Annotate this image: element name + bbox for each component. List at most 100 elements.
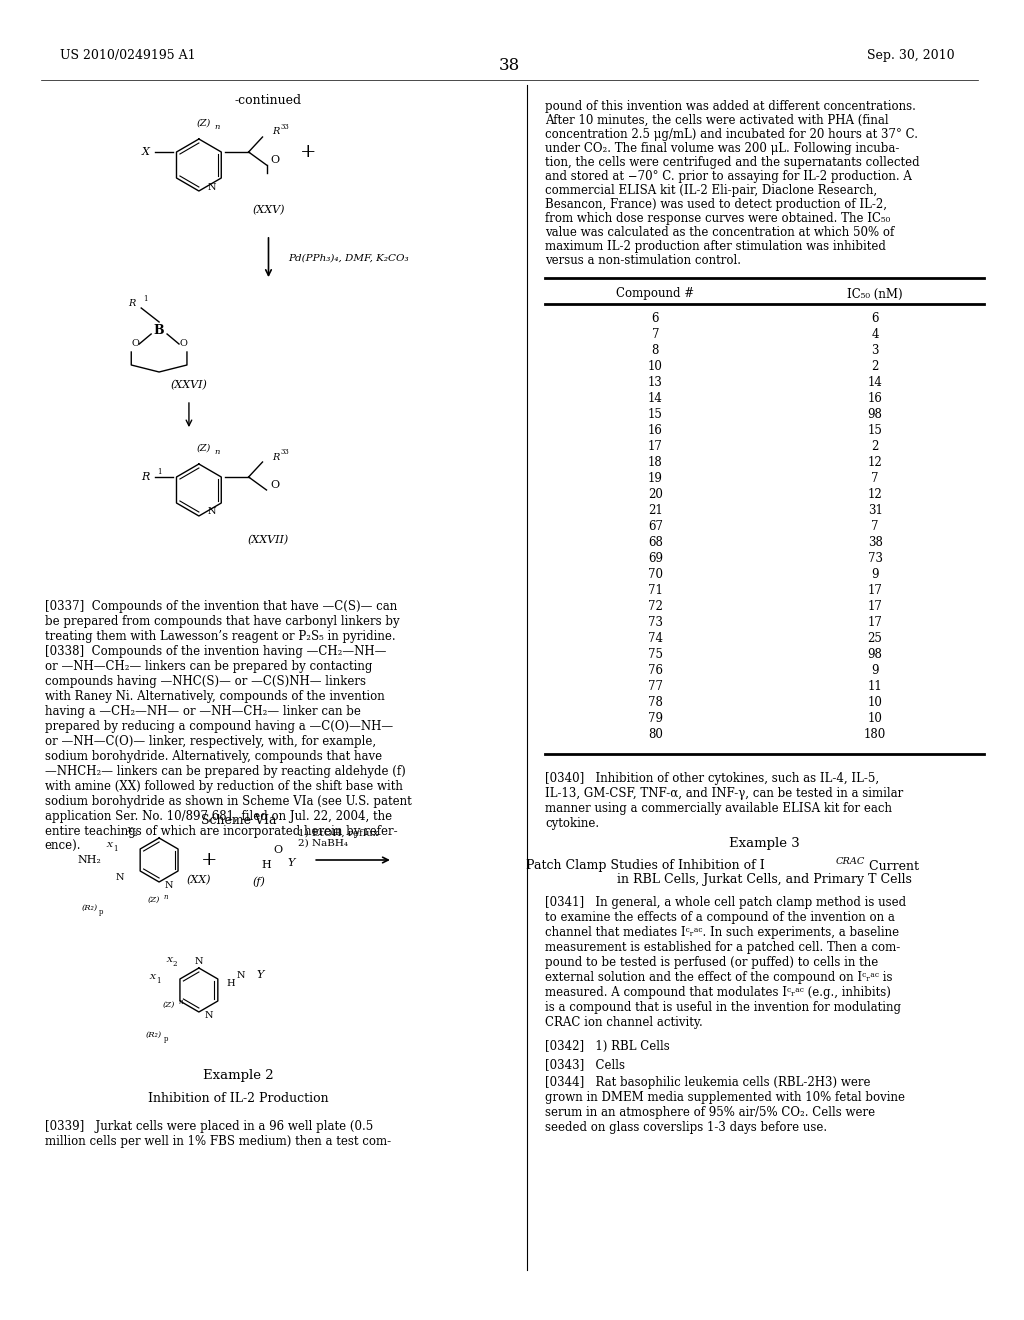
Text: Example 3: Example 3 — [729, 837, 800, 850]
Text: After 10 minutes, the cells were activated with PHA (final: After 10 minutes, the cells were activat… — [545, 114, 889, 127]
Text: 4: 4 — [871, 327, 879, 341]
Text: (R₂): (R₂) — [82, 904, 97, 912]
Text: 2: 2 — [173, 960, 177, 968]
Text: 70: 70 — [648, 568, 663, 581]
Text: 31: 31 — [867, 503, 883, 516]
Text: Example 2: Example 2 — [204, 1068, 274, 1081]
Text: 3: 3 — [871, 343, 879, 356]
Text: N: N — [205, 1011, 213, 1019]
Text: 69: 69 — [648, 552, 663, 565]
Text: n: n — [164, 894, 168, 902]
Text: n: n — [214, 123, 219, 131]
Text: 14: 14 — [648, 392, 663, 404]
Text: O: O — [270, 154, 279, 165]
Text: 79: 79 — [648, 711, 663, 725]
Text: N: N — [165, 880, 173, 890]
Text: H: H — [261, 861, 271, 870]
Text: 16: 16 — [648, 424, 663, 437]
Text: 12: 12 — [867, 455, 883, 469]
Text: concentration 2.5 μg/mL) and incubated for 20 hours at 37° C.: concentration 2.5 μg/mL) and incubated f… — [545, 128, 918, 141]
Text: 16: 16 — [867, 392, 883, 404]
Text: [0340]   Inhibition of other cytokines, such as IL-4, IL-5,
IL-13, GM-CSF, TNF-α: [0340] Inhibition of other cytokines, su… — [545, 772, 903, 830]
Text: 33: 33 — [281, 447, 289, 455]
Text: 38: 38 — [499, 57, 520, 74]
Text: from which dose response curves were obtained. The IC₅₀: from which dose response curves were obt… — [545, 213, 890, 224]
Text: Scheme VIa: Scheme VIa — [201, 813, 276, 826]
Text: X: X — [106, 841, 113, 849]
Text: Y: Y — [288, 858, 295, 869]
Text: p: p — [99, 908, 103, 916]
Text: 1: 1 — [143, 294, 147, 304]
Text: 71: 71 — [648, 583, 663, 597]
Text: 1: 1 — [113, 845, 118, 853]
Text: p: p — [164, 1035, 168, 1043]
Text: versus a non-stimulation control.: versus a non-stimulation control. — [545, 253, 741, 267]
Text: Current: Current — [865, 859, 920, 873]
Text: X: X — [166, 956, 172, 964]
Text: commercial ELISA kit (IL-2 Eli-pair, Diaclone Research,: commercial ELISA kit (IL-2 Eli-pair, Dia… — [545, 183, 878, 197]
Text: Inhibition of IL-2 Production: Inhibition of IL-2 Production — [148, 1092, 329, 1105]
Text: CRAC: CRAC — [836, 857, 864, 866]
Text: 180: 180 — [864, 727, 886, 741]
Text: 7: 7 — [871, 471, 879, 484]
Text: 20: 20 — [648, 487, 663, 500]
Text: [0344]   Rat basophilic leukemia cells (RBL-2H3) were
grown in DMEM media supple: [0344] Rat basophilic leukemia cells (RB… — [545, 1076, 905, 1134]
Text: R: R — [272, 128, 280, 136]
Text: 2: 2 — [133, 830, 137, 838]
Text: 68: 68 — [648, 536, 663, 549]
Text: 7: 7 — [871, 520, 879, 532]
Text: 1) EtOH, reflux
2) NaBH₄: 1) EtOH, reflux 2) NaBH₄ — [298, 829, 379, 847]
Text: 21: 21 — [648, 503, 663, 516]
Text: 18: 18 — [648, 455, 663, 469]
Text: 80: 80 — [648, 727, 663, 741]
Text: [0339]   Jurkat cells were placed in a 96 well plate (0.5
million cells per well: [0339] Jurkat cells were placed in a 96 … — [45, 1119, 391, 1148]
Text: n: n — [214, 447, 219, 455]
Text: O: O — [131, 339, 139, 348]
Text: and stored at −70° C. prior to assaying for IL-2 production. A: and stored at −70° C. prior to assaying … — [545, 170, 911, 183]
Text: 10: 10 — [648, 359, 663, 372]
Text: pound of this invention was added at different concentrations.: pound of this invention was added at dif… — [545, 100, 915, 114]
Text: 7: 7 — [651, 327, 659, 341]
Text: tion, the cells were centrifuged and the supernatants collected: tion, the cells were centrifuged and the… — [545, 156, 920, 169]
Text: R: R — [128, 300, 135, 309]
Text: 76: 76 — [648, 664, 663, 676]
Text: maximum IL-2 production after stimulation was inhibited: maximum IL-2 production after stimulatio… — [545, 240, 886, 253]
Text: +: + — [300, 143, 316, 161]
Text: 10: 10 — [867, 696, 883, 709]
Text: US 2010/0249195 A1: US 2010/0249195 A1 — [59, 49, 196, 62]
Text: 17: 17 — [867, 615, 883, 628]
Text: Besancon, France) was used to detect production of IL-2,: Besancon, France) was used to detect pro… — [545, 198, 887, 211]
Text: B: B — [154, 323, 165, 337]
Text: R: R — [140, 473, 150, 482]
Text: O: O — [273, 845, 283, 855]
Text: 33: 33 — [281, 123, 289, 131]
Text: 77: 77 — [648, 680, 663, 693]
Text: 75: 75 — [648, 648, 663, 660]
Text: 8: 8 — [651, 343, 659, 356]
Text: 2: 2 — [871, 359, 879, 372]
Text: H: H — [226, 978, 236, 987]
Text: 25: 25 — [867, 631, 883, 644]
Text: (Z): (Z) — [147, 896, 161, 904]
Text: (f): (f) — [252, 876, 265, 887]
Text: N: N — [237, 970, 245, 979]
Text: X: X — [126, 826, 132, 834]
Text: 74: 74 — [648, 631, 663, 644]
Text: 15: 15 — [867, 424, 883, 437]
Text: R: R — [272, 453, 280, 462]
Text: 13: 13 — [648, 375, 663, 388]
Text: N: N — [195, 957, 203, 966]
Text: 11: 11 — [867, 680, 883, 693]
Text: N: N — [208, 182, 216, 191]
Text: n: n — [179, 998, 183, 1006]
Text: O: O — [270, 480, 279, 490]
Text: Y: Y — [257, 970, 264, 979]
Text: 10: 10 — [867, 711, 883, 725]
Text: value was calculated as the concentration at which 50% of: value was calculated as the concentratio… — [545, 226, 894, 239]
Text: Patch Clamp Studies of Inhibition of I: Patch Clamp Studies of Inhibition of I — [526, 859, 765, 873]
Text: (XXV): (XXV) — [252, 205, 285, 215]
Text: 73: 73 — [867, 552, 883, 565]
Text: 9: 9 — [871, 568, 879, 581]
Text: in RBL Cells, Jurkat Cells, and Primary T Cells: in RBL Cells, Jurkat Cells, and Primary … — [617, 874, 912, 887]
Text: [0341]   In general, a whole cell patch clamp method is used
to examine the effe: [0341] In general, a whole cell patch cl… — [545, 896, 906, 1030]
